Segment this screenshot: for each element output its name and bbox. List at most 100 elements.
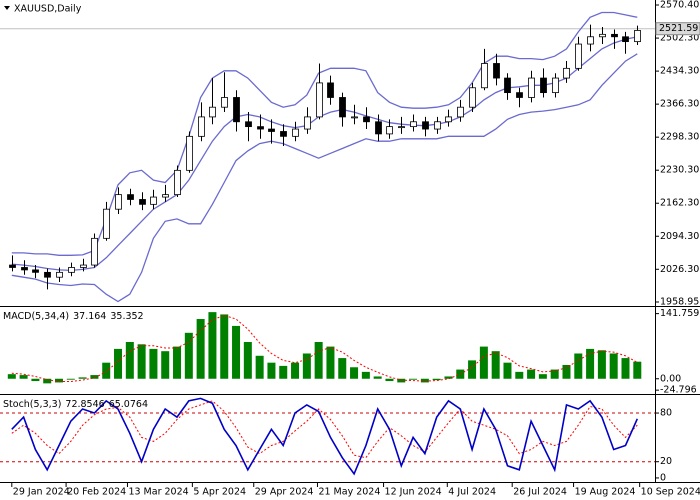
macd-bar [468, 360, 477, 379]
candle-body [634, 30, 641, 43]
candle-body [304, 116, 311, 130]
macd-bar [279, 365, 288, 379]
indicator-label: MACD(5,34,4) 37.164 35.352 [3, 311, 144, 322]
candle-body [327, 82, 334, 98]
y-tick-label: 0.00 [660, 373, 681, 384]
macd-bar [621, 358, 630, 379]
candle-body [516, 92, 523, 98]
candle-body [528, 77, 535, 98]
macd-bar [243, 342, 252, 379]
x-tick-label: 29 Apr 2024 [255, 487, 314, 498]
candle-body [398, 126, 405, 129]
candle-body [292, 128, 299, 137]
y-tick-label: 0 [660, 472, 666, 483]
macd-bar [267, 362, 276, 379]
candle-body [56, 271, 63, 278]
macd-bar [125, 342, 134, 379]
candle-body [139, 199, 146, 205]
macd-bar [137, 344, 146, 379]
candle-body [339, 97, 346, 118]
macd-bar [609, 353, 618, 379]
macd-bar [114, 348, 123, 379]
indicator-value: 72.8546 [65, 399, 104, 410]
macd-bar [432, 378, 441, 381]
candle-body [103, 208, 110, 239]
macd-bar [385, 378, 394, 382]
candle-body [209, 106, 216, 118]
macd-bar [574, 353, 583, 379]
candle-body [445, 116, 452, 123]
menu-arrow [4, 6, 10, 10]
candle-body [351, 116, 358, 119]
macd-bar [19, 375, 28, 379]
candle-body [21, 267, 28, 271]
indicator-name: Stoch(5,3,3) [3, 399, 61, 410]
candle-body [375, 121, 382, 135]
y-tick-label: 141.759 [660, 308, 699, 319]
candle-body [80, 264, 87, 268]
candle-body [174, 169, 181, 196]
y-tick-label: 2298.30 [660, 132, 699, 143]
candle-body [233, 97, 240, 123]
x-tick-label: 5 Apr 2024 [193, 487, 246, 498]
candle-body [268, 128, 275, 132]
macd-bar [184, 332, 193, 379]
macd-bar [586, 348, 595, 379]
macd-bar [527, 369, 536, 379]
candle-body [386, 126, 393, 135]
candle-body [434, 121, 441, 130]
candle-body [422, 121, 429, 130]
x-tick-label: 4 Jul 2024 [448, 487, 496, 498]
candle-body [127, 194, 134, 200]
macd-bar [255, 355, 264, 379]
macd-bar [196, 319, 205, 379]
stoch-signal [11, 400, 638, 459]
candle-body [611, 33, 618, 38]
macd-bar [420, 378, 429, 383]
y-tick-label: 2162.30 [660, 198, 699, 209]
candle-body [363, 116, 370, 123]
candle-body [316, 82, 323, 118]
candle-body [540, 77, 547, 94]
macd-bar [409, 378, 418, 380]
x-tick-label: 10 Sep 2024 [641, 487, 700, 498]
macd-bar [66, 378, 75, 380]
candle-body [44, 271, 51, 278]
y-tick-label: 2366.30 [660, 99, 699, 110]
candle-body [575, 43, 582, 69]
chart-title: XAUUSD,Daily [14, 4, 82, 15]
macd-bar [515, 371, 524, 379]
y-tick-label: 20 [660, 456, 672, 467]
macd-bar [208, 312, 217, 379]
macd-bar [149, 348, 158, 379]
stoch-main [11, 397, 639, 476]
macd-bar [220, 314, 229, 379]
candle-body [150, 196, 157, 205]
y-tick-label: -24.796 [660, 385, 697, 396]
indicator-value: 37.164 [73, 311, 106, 322]
candle-body [91, 237, 98, 266]
y-tick-label: 1958.95 [660, 296, 699, 307]
candle-body [410, 121, 417, 128]
candle-body [587, 36, 594, 45]
y-tick-label: 2094.30 [660, 231, 699, 242]
candle-body [68, 267, 75, 273]
candle-body [493, 63, 500, 79]
macd-bar [479, 346, 488, 379]
candle-body [563, 67, 570, 79]
macd-bar [350, 367, 359, 379]
band-lower [11, 53, 638, 303]
y-tick-label: 2026.30 [660, 264, 699, 275]
y-tick-label: 80 [660, 408, 672, 419]
macd-bar [173, 346, 182, 379]
candle-body [599, 33, 606, 38]
macd-bar [633, 361, 642, 379]
candle-body [186, 135, 193, 171]
macd-bar [78, 377, 87, 379]
y-tick-label: 2502.30 [660, 33, 699, 44]
y-tick-label: 2230.30 [660, 165, 699, 176]
macd-bar [55, 378, 64, 383]
indicator-label: Stoch(5,3,3) 72.8546 65.0764 [3, 399, 148, 410]
candle-body [32, 269, 39, 273]
